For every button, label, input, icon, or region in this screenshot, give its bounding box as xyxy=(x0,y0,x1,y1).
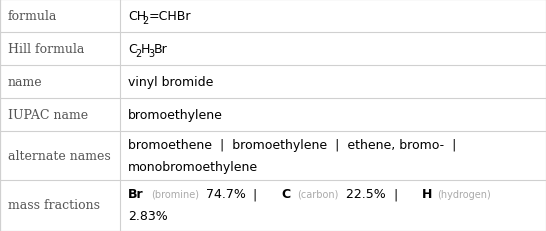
Text: 22.5%: 22.5% xyxy=(342,187,386,200)
Text: monobromoethylene: monobromoethylene xyxy=(128,160,258,173)
Text: name: name xyxy=(8,76,43,89)
Text: (bromine): (bromine) xyxy=(151,189,199,199)
Text: 2.83%: 2.83% xyxy=(128,209,168,222)
Text: IUPAC name: IUPAC name xyxy=(8,109,88,122)
Text: H: H xyxy=(141,43,150,56)
Text: CH: CH xyxy=(128,10,146,23)
Text: alternate names: alternate names xyxy=(8,149,111,162)
Text: 2: 2 xyxy=(135,49,141,58)
Text: C: C xyxy=(282,187,291,200)
Text: mass fractions: mass fractions xyxy=(8,198,100,211)
Text: 3: 3 xyxy=(148,49,155,58)
Text: Br: Br xyxy=(128,187,144,200)
Text: 2: 2 xyxy=(143,16,149,26)
Text: bromoethene  |  bromoethylene  |  ethene, bromo-  |: bromoethene | bromoethylene | ethene, br… xyxy=(128,139,456,152)
Text: formula: formula xyxy=(8,10,57,23)
Text: Br: Br xyxy=(154,43,168,56)
Text: C: C xyxy=(128,43,136,56)
Text: |: | xyxy=(385,187,406,200)
Text: (carbon): (carbon) xyxy=(297,189,339,199)
Text: 74.7%: 74.7% xyxy=(202,187,246,200)
Text: Hill formula: Hill formula xyxy=(8,43,85,56)
Text: bromoethylene: bromoethylene xyxy=(128,109,223,122)
Text: (hydrogen): (hydrogen) xyxy=(437,189,491,199)
Text: H: H xyxy=(422,187,432,200)
Text: vinyl bromide: vinyl bromide xyxy=(128,76,213,89)
Text: |: | xyxy=(246,187,266,200)
Text: =CHBr: =CHBr xyxy=(148,10,191,23)
